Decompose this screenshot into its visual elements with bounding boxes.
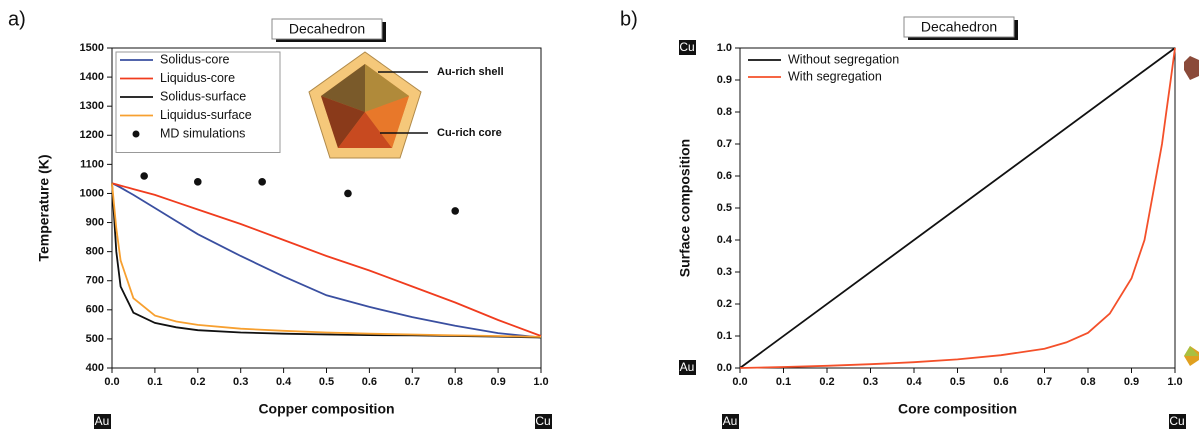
x-tick-label: 0.9 (490, 376, 505, 388)
x-tick-label: 0.4 (276, 376, 292, 388)
chart-title: Decahedron (289, 21, 365, 37)
legend-label: MD simulations (160, 126, 245, 140)
y-tick-label: 1100 (80, 158, 104, 170)
title-box (903, 16, 1015, 38)
x-tick-label: 0.1 (776, 376, 791, 388)
corner-box (94, 414, 111, 429)
x-tick-label: 0.3 (863, 376, 878, 388)
y-tick-label: 900 (86, 216, 104, 228)
scatter-point (258, 178, 266, 186)
x-tick-label: 0.1 (147, 376, 162, 388)
line-series (111, 182, 542, 337)
corner-box (679, 40, 696, 55)
decahedron-illustration (308, 51, 428, 159)
y-tick-label: 0.4 (717, 234, 733, 246)
y-axis-label: Surface composition (677, 139, 693, 277)
y-tick-label: 700 (86, 275, 104, 287)
x-tick-label: 0.2 (819, 376, 834, 388)
corner-label: Au (94, 414, 111, 429)
corner-box (535, 414, 552, 429)
legend-frame (115, 51, 281, 153)
x-tick-label: 0.7 (1037, 376, 1052, 388)
panel-label: b) (620, 8, 638, 30)
y-tick-label: 1200 (80, 129, 104, 141)
x-tick-label: 0.8 (448, 376, 463, 388)
corner-label: Cu (679, 40, 696, 55)
y-tick-label: 0.7 (717, 138, 732, 150)
panel-label: a) (8, 8, 26, 30)
x-tick-label: 1.0 (1167, 376, 1182, 388)
annotation: Cu-rich core (437, 127, 502, 139)
corner-box (1169, 414, 1186, 429)
legend-label: With segregation (788, 69, 882, 83)
scatter-point (344, 189, 352, 198)
corner-label: Cu (1169, 414, 1186, 429)
y-tick-label: 600 (86, 304, 104, 316)
scatter-point (194, 178, 202, 186)
y-tick-label: 1000 (80, 187, 104, 199)
x-tick-label: 0.6 (362, 376, 377, 388)
x-tick-label: 0.5 (319, 376, 334, 388)
title-box (271, 18, 383, 40)
y-tick-label: 1500 (80, 42, 104, 54)
corner-text: Cu (679, 40, 694, 54)
corner-box (679, 360, 696, 375)
corner-text: Au (95, 414, 110, 428)
x-tick-label: 0.8 (1080, 376, 1095, 388)
legend-label: Without segregation (788, 52, 899, 66)
x-tick-label: 0.7 (405, 376, 420, 388)
corner-label: Au (679, 360, 696, 375)
x-tick-label: 0.0 (732, 376, 747, 388)
y-tick-label: 500 (86, 333, 104, 345)
line-series (111, 183, 542, 338)
line-series (111, 182, 542, 339)
legend-label: Liquidus-surface (160, 108, 252, 122)
polyhedron-icons (1184, 56, 1199, 366)
y-tick-label: 800 (86, 246, 104, 258)
annotation: Au-rich shell (437, 66, 504, 78)
corner-text: Cu (1169, 414, 1184, 428)
legend-marker (132, 130, 140, 138)
y-axis-label: Temperature (K) (36, 154, 52, 261)
x-tick-label: 0.2 (190, 376, 205, 388)
legend-label: Liquidus-core (160, 71, 235, 85)
line-series (739, 47, 1176, 369)
y-tick-label: 0.3 (717, 266, 732, 278)
y-tick-label: 0.6 (717, 170, 732, 182)
y-tick-label: 0.2 (717, 298, 732, 310)
x-tick-label: 0.9 (1124, 376, 1139, 388)
scatter-point (451, 207, 460, 215)
x-tick-label: 0.4 (906, 376, 922, 388)
y-tick-label: 0.1 (717, 330, 732, 342)
y-tick-label: 1400 (80, 71, 104, 83)
y-tick-label: 400 (86, 362, 104, 374)
corner-text: Cu (535, 414, 550, 428)
legend-label: Solidus-core (160, 52, 230, 66)
x-tick-label: 0.3 (233, 376, 248, 388)
scatter-point (140, 172, 148, 180)
x-axis-label: Core composition (898, 401, 1017, 417)
y-tick-label: 1.0 (717, 42, 732, 54)
y-tick-label: 1300 (80, 100, 104, 112)
chart-title: Decahedron (921, 19, 997, 35)
legend-label: Solidus-surface (160, 89, 246, 103)
x-tick-label: 0.6 (993, 376, 1008, 388)
line-series (739, 47, 1176, 369)
corner-label: Au (722, 414, 739, 429)
corner-label: Cu (535, 414, 552, 429)
corner-text: Au (723, 414, 738, 428)
x-tick-label: 0.5 (950, 376, 965, 388)
y-tick-label: 0.8 (717, 106, 732, 118)
line-series (111, 183, 542, 339)
y-tick-label: 0.9 (717, 74, 732, 86)
corner-box (722, 414, 739, 429)
x-axis-label: Copper composition (258, 401, 394, 417)
y-tick-label: 0.5 (717, 202, 732, 214)
x-tick-label: 1.0 (533, 376, 548, 388)
y-tick-label: 0.0 (717, 362, 732, 374)
corner-text: Au (680, 360, 695, 374)
x-tick-label: 0.0 (104, 376, 119, 388)
